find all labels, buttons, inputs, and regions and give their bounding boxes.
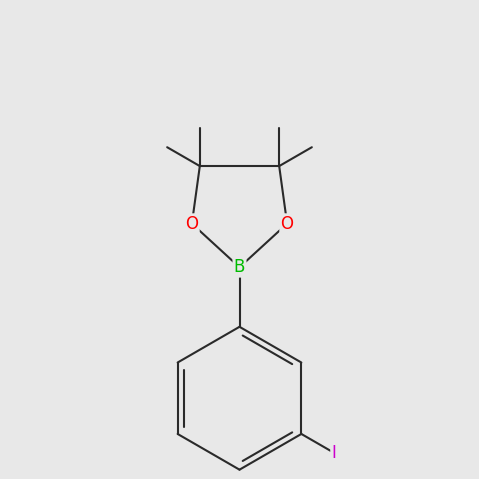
Text: B: B: [234, 258, 245, 276]
Text: O: O: [281, 215, 294, 233]
Text: I: I: [331, 444, 336, 462]
Text: O: O: [185, 215, 198, 233]
